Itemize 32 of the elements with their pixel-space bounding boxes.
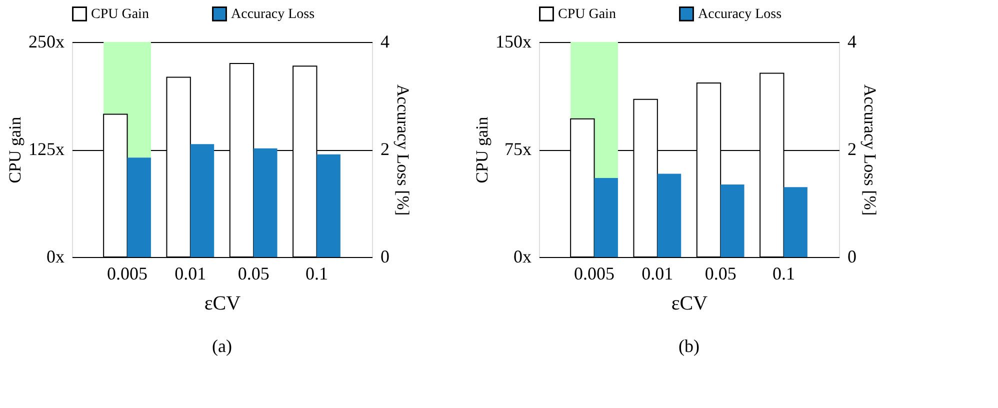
y2-axis-title: Accuracy Loss [%]: [860, 84, 880, 216]
x-tick-label: 0.05: [238, 264, 270, 284]
y2-axis-title: Accuracy Loss [%]: [394, 84, 412, 216]
y2-tick-label: 2: [848, 139, 856, 159]
y-tick-label: 0x: [46, 246, 64, 266]
text: (b): [678, 336, 700, 356]
y-tick-label: 150x: [496, 32, 532, 52]
legend-label: Accuracy Loss: [698, 6, 782, 22]
legend-label: CPU Gain: [558, 6, 616, 22]
legend-label: CPU Gain: [91, 6, 149, 22]
x-tick-label: 0.005: [107, 264, 148, 284]
legend-label: Accuracy Loss: [231, 6, 315, 22]
x-tick-label: 0.01: [642, 264, 674, 284]
y2-tick-label: 0: [848, 246, 856, 266]
y-axis-title: CPU gain: [6, 116, 24, 184]
y-axis-title: CPU gain: [472, 116, 492, 184]
x-axis-title: εCV: [671, 292, 708, 314]
x-axis-title: εCV: [204, 292, 242, 314]
x-tick-label: 0.1: [305, 264, 328, 284]
x-tick-label: 0.1: [772, 264, 795, 284]
x-tick-label: 0.005: [574, 264, 615, 284]
y2-tick-label: 4: [380, 32, 390, 52]
y-tick-label: 0x: [514, 246, 532, 266]
y2-tick-label: 4: [848, 32, 856, 52]
y-tick-label: 250x: [28, 32, 64, 52]
y-tick-label: 75x: [504, 139, 532, 159]
y2-tick-label: 2: [380, 139, 390, 159]
text: (a): [212, 336, 232, 356]
x-tick-label: 0.05: [704, 264, 736, 284]
y-tick-label: 125x: [28, 139, 64, 159]
x-tick-label: 0.01: [174, 264, 206, 284]
y2-tick-label: 0: [380, 246, 390, 266]
